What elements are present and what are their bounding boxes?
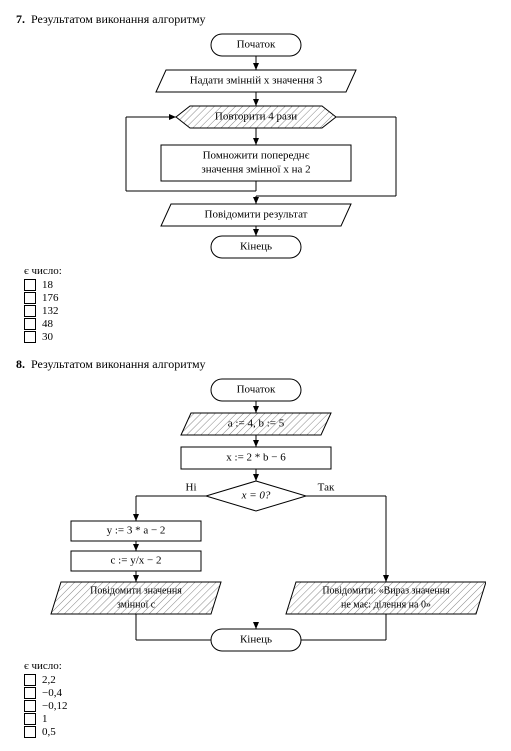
choice-item[interactable]: 48 [24,318,495,330]
svg-text:не має: ділення на 0»: не має: ділення на 0» [341,599,431,610]
choice-label: 30 [42,331,53,343]
checkbox-icon[interactable] [24,318,36,330]
choice-label: 18 [42,279,53,291]
choice-label: 48 [42,318,53,330]
checkbox-icon[interactable] [24,726,36,738]
svg-text:Повторити 4 рази: Повторити 4 рази [214,111,296,123]
svg-text:a := 4, b := 5: a := 4, b := 5 [227,418,284,430]
choice-label: 1 [42,713,48,725]
svg-text:Початок: Початок [236,384,275,396]
choice-item[interactable]: −0,4 [24,687,495,699]
choice-item[interactable]: 0,5 [24,726,495,738]
svg-text:Повідомити: «Вираз значення: Повідомити: «Вираз значення [322,585,450,596]
checkbox-icon[interactable] [24,700,36,712]
checkbox-icon[interactable] [24,305,36,317]
checkbox-icon[interactable] [24,713,36,725]
q8-header: 8. Результатом виконання алгоритму [16,357,495,372]
choice-item[interactable]: 30 [24,331,495,343]
checkbox-icon[interactable] [24,674,36,686]
q8-choices-lead: є число: [24,660,495,672]
choice-label: 2,2 [42,674,56,686]
choice-item[interactable]: 132 [24,305,495,317]
choice-label: −0,4 [42,687,62,699]
svg-text:Кінець: Кінець [239,634,271,646]
svg-text:Повідомити значення: Повідомити значення [90,585,182,596]
checkbox-icon[interactable] [24,279,36,291]
checkbox-icon[interactable] [24,331,36,343]
q7-number: 7. [16,12,25,26]
svg-text:Кінець: Кінець [239,241,271,253]
svg-text:c := y/x − 2: c := y/x − 2 [110,555,161,567]
choice-label: −0,12 [42,700,67,712]
svg-text:Помножити попереднє: Помножити попереднє [202,150,309,162]
q7-prompt: Результатом виконання алгоритму [31,12,206,26]
checkbox-icon[interactable] [24,292,36,304]
choice-label: 0,5 [42,726,56,738]
svg-text:змінної c: змінної c [116,599,155,610]
choice-label: 132 [42,305,59,317]
q7-header: 7. Результатом виконання алгоритму [16,12,495,27]
q7-choices: 181761324830 [24,279,495,343]
choice-item[interactable]: 1 [24,713,495,725]
svg-text:Повідомити результат: Повідомити результат [204,209,307,221]
choice-item[interactable]: −0,12 [24,700,495,712]
q8-choices: 2,2−0,4−0,1210,5 [24,674,495,738]
svg-text:Ні: Ні [185,482,196,494]
choice-item[interactable]: 176 [24,292,495,304]
svg-text:Початок: Початок [236,39,275,51]
choice-label: 176 [42,292,59,304]
q7-choices-lead: є число: [24,265,495,277]
q7-flowchart: Початок Надати змінній x значення 3 Повтор… [56,31,456,261]
choice-item[interactable]: 2,2 [24,674,495,686]
q8-flowchart: Ні Так Початок a := 4, b := 5 x := 2 * b − 6… [26,376,486,656]
svg-text:x := 2 * b − 6: x := 2 * b − 6 [226,452,286,464]
choice-item[interactable]: 18 [24,279,495,291]
svg-text:значення змінної x на 2: значення змінної x на 2 [201,164,310,176]
svg-text:y := 3 * a − 2: y := 3 * a − 2 [106,525,165,537]
svg-text:x = 0?: x = 0? [240,490,270,502]
checkbox-icon[interactable] [24,687,36,699]
q8-number: 8. [16,357,25,371]
svg-text:Так: Так [317,482,334,494]
svg-text:Надати змінній x значення 3: Надати змінній x значення 3 [189,75,322,87]
q8-prompt: Результатом виконання алгоритму [31,357,206,371]
